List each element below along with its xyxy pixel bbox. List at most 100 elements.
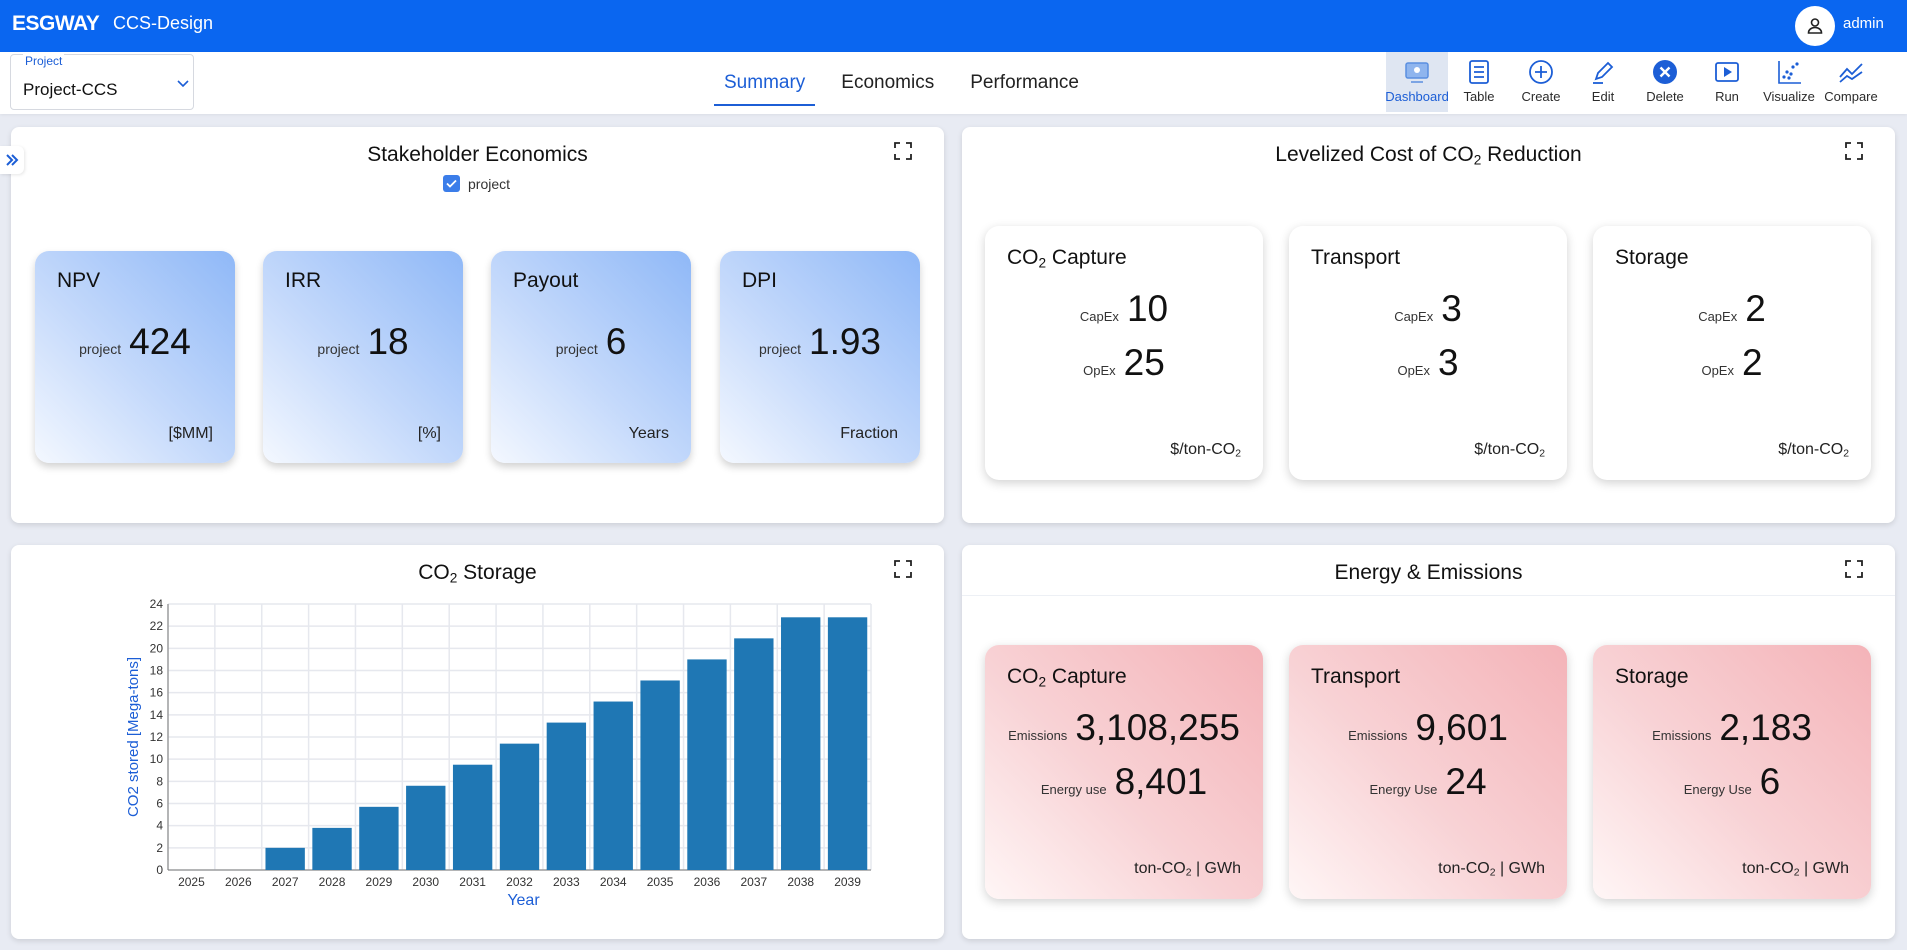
- user-name[interactable]: admin: [1843, 15, 1884, 32]
- energy-emissions-panel: Energy & Emissions CO2 Capture Emissions…: [962, 545, 1895, 939]
- y-tick-label: 22: [150, 619, 164, 633]
- x-tick-label: 2037: [740, 875, 767, 889]
- tab-summary[interactable]: Summary: [714, 52, 816, 106]
- bar: [827, 617, 868, 870]
- card-title: DPI: [742, 269, 778, 292]
- fullscreen-icon[interactable]: [893, 141, 913, 161]
- bar: [452, 764, 493, 870]
- co2-capture-cost-card: CO2 Capture CapEx 10 OpEx 25 $/ton-CO2: [985, 226, 1263, 480]
- x-tick-label: 2035: [647, 875, 674, 889]
- dashboard-button[interactable]: Dashboard: [1385, 52, 1449, 112]
- storage-cost-card: Storage CapEx 2 OpEx 2 $/ton-CO2: [1593, 226, 1871, 480]
- emissions-value: 9,601: [1415, 707, 1508, 748]
- compare-button[interactable]: Compare: [1820, 52, 1882, 112]
- y-tick-label: 2: [156, 841, 163, 855]
- top-bar: ESGWAY CCS-Design admin: [0, 0, 1907, 52]
- edit-label: Edit: [1591, 89, 1615, 104]
- app-title: CCS-Design: [113, 13, 214, 33]
- legend-label: project: [468, 175, 511, 192]
- y-tick-label: 12: [150, 730, 164, 744]
- visualize-button[interactable]: Visualize: [1758, 52, 1820, 112]
- card-unit: $/ton-CO2: [1778, 441, 1849, 460]
- x-tick-label: 2033: [553, 875, 580, 889]
- bar: [734, 638, 774, 870]
- legend-item[interactable]: project: [443, 175, 510, 192]
- x-tick-label: 2034: [600, 875, 627, 889]
- stakeholder-economics-panel: Stakeholder Economics project NPV projec…: [11, 127, 944, 523]
- x-tick-label: 2029: [366, 875, 393, 889]
- y-tick-label: 24: [150, 597, 164, 611]
- toolbar: Project Project-CCS Summary Economics Pe…: [0, 52, 1907, 114]
- run-icon: [1715, 62, 1739, 82]
- tab-economics[interactable]: Economics: [841, 72, 935, 93]
- delete-button[interactable]: Delete: [1634, 52, 1696, 112]
- x-tick-label: 2025: [178, 875, 205, 889]
- y-tick-label: 8: [156, 774, 163, 788]
- edit-icon: [1593, 61, 1614, 84]
- opex-value: 25: [1123, 342, 1165, 383]
- card-unit: ton-CO2 | GWh: [1438, 860, 1545, 879]
- card-key: project: [79, 341, 122, 357]
- card-title: Payout: [513, 269, 579, 292]
- x-tick-label: 2039: [834, 875, 861, 889]
- opex-value: 3: [1437, 342, 1459, 383]
- card-unit: ton-CO2 | GWh: [1742, 860, 1849, 879]
- table-button[interactable]: Table: [1448, 52, 1510, 112]
- emissions-label: Emissions: [1652, 728, 1712, 743]
- dashboard-label: Dashboard: [1385, 89, 1449, 104]
- sidebar-expand-button[interactable]: [0, 146, 24, 174]
- bar: [312, 827, 352, 870]
- card-unit: $/ton-CO2: [1170, 441, 1241, 460]
- card-key: project: [317, 341, 360, 357]
- x-axis-title: Year: [507, 892, 540, 909]
- bar: [781, 617, 821, 870]
- create-icon: [1529, 60, 1553, 84]
- visualize-icon: [1778, 61, 1801, 84]
- emissions-value: 3,108,255: [1075, 707, 1240, 748]
- fullscreen-icon[interactable]: [893, 559, 913, 579]
- run-button[interactable]: Run: [1696, 52, 1758, 112]
- npv-card: NPV project 424 [$MM]: [35, 251, 235, 463]
- y-tick-label: 20: [150, 641, 164, 655]
- app-logo[interactable]: ESGWAY: [12, 12, 100, 35]
- y-tick-label: 14: [150, 708, 164, 722]
- panel-title: CO2 Storage: [418, 561, 537, 586]
- table-icon: [1469, 60, 1489, 84]
- co2-storage-panel: CO2 Storage 0 2 4 6 8 10 12 14 16 18 20 22 24 2025 202…: [11, 545, 944, 939]
- storage-emissions-card: Storage Emissions 2,183 Energy Use 6 ton-C…: [1593, 645, 1871, 899]
- project-select[interactable]: Project Project-CCS: [10, 54, 194, 110]
- card-unit: Years: [628, 425, 669, 442]
- emissions-label: Emissions: [1008, 728, 1068, 743]
- edit-button[interactable]: Edit: [1572, 52, 1634, 112]
- co2-capture-emissions-card: CO2 Capture Emissions 3,108,255 Energy us…: [985, 645, 1263, 899]
- project-select-value: Project-CCS: [23, 80, 118, 99]
- y-axis-title: CO2 stored [Mega-tons]: [125, 657, 142, 817]
- checkbox-checked-icon[interactable]: [443, 175, 460, 192]
- emissions-value: 2,183: [1719, 707, 1812, 748]
- card-value: 6: [605, 321, 627, 362]
- x-tick-label: 2032: [506, 875, 533, 889]
- create-button[interactable]: Create: [1510, 52, 1572, 112]
- capex-label: CapEx: [1394, 309, 1434, 324]
- fullscreen-icon[interactable]: [1844, 559, 1864, 579]
- user-avatar-icon[interactable]: [1795, 6, 1835, 46]
- energy-value: 24: [1445, 761, 1487, 802]
- transport-cost-card: Transport CapEx 3 OpEx 3 $/ton-CO2: [1289, 226, 1567, 480]
- bar: [593, 701, 633, 870]
- panel-divider: [962, 595, 1895, 596]
- card-unit: [$MM]: [168, 425, 213, 442]
- card-title: Transport: [1311, 665, 1401, 688]
- tab-performance[interactable]: Performance: [970, 72, 1079, 93]
- card-key: project: [555, 341, 598, 357]
- fullscreen-icon[interactable]: [1844, 141, 1864, 161]
- x-tick-label: 2038: [787, 875, 814, 889]
- y-tick-label: 10: [150, 752, 164, 766]
- bar: [359, 806, 399, 870]
- opex-value: 2: [1741, 342, 1763, 383]
- emissions-label: Emissions: [1348, 728, 1408, 743]
- view-tabs: Summary Economics Performance: [714, 52, 1105, 112]
- energy-value: 6: [1759, 761, 1781, 802]
- x-tick-label: 2028: [319, 875, 346, 889]
- y-tick-label: 4: [156, 819, 163, 833]
- opex-label: OpEx: [1701, 363, 1734, 378]
